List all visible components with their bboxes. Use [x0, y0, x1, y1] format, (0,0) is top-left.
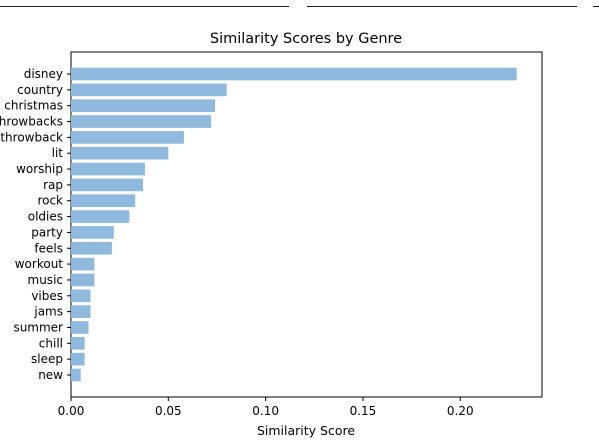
- top-border-segment: [0, 0, 289, 7]
- bar-rap: [71, 178, 144, 192]
- bar-throwbacks: [71, 115, 212, 128]
- bar-party: [71, 226, 114, 239]
- x-axis-label: Similarity Score: [257, 423, 355, 438]
- y-tick-label-worship: worship: [16, 162, 63, 176]
- y-tick-label-country: country: [17, 83, 63, 97]
- y-tick-label-throwbacks: throwbacks: [0, 115, 63, 129]
- y-tick-label-workout: workout: [15, 257, 64, 271]
- bar-oldies: [71, 210, 130, 223]
- y-tick-label-new: new: [38, 368, 63, 382]
- bars-group: [71, 67, 517, 382]
- x-tick-label: 0.05: [155, 404, 182, 418]
- bar-throwback: [71, 131, 184, 144]
- bar-country: [71, 83, 227, 97]
- x-tick-label: 0.10: [252, 404, 279, 418]
- y-tick-label-disney: disney: [24, 67, 63, 81]
- y-tick-label-christmas: christmas: [4, 99, 63, 113]
- x-axis-ticks: 0.00 0.05 0.10 0.15 0.20: [58, 397, 474, 418]
- y-tick-label-party: party: [31, 225, 63, 239]
- bar-feels: [71, 241, 112, 255]
- y-tick-label-rock: rock: [37, 194, 63, 208]
- y-tick-label-chill: chill: [39, 336, 63, 350]
- y-tick-label-summer: summer: [13, 320, 63, 334]
- bar-christmas: [71, 99, 216, 113]
- bar-disney: [71, 67, 517, 81]
- bar-workout: [71, 257, 95, 271]
- top-border-segment: [307, 0, 577, 7]
- top-border-segment: [593, 0, 599, 7]
- y-tick-label-vibes: vibes: [31, 289, 63, 303]
- bar-worship: [71, 162, 145, 176]
- y-axis-ticks: disney country christmas throwbacksthrowbac…: [0, 67, 71, 382]
- bar-music: [71, 273, 95, 287]
- bar-rock: [71, 194, 136, 208]
- x-tick-label: 0.00: [58, 404, 85, 418]
- bar-chill: [71, 336, 85, 350]
- bar-new: [71, 368, 81, 382]
- x-tick-label: 0.15: [350, 404, 377, 418]
- y-tick-label-music: music: [28, 273, 63, 287]
- x-tick-label: 0.20: [447, 404, 474, 418]
- chart-title: Similarity Scores by Genre: [210, 31, 402, 47]
- bar-summer: [71, 321, 89, 334]
- y-tick-label-oldies: oldies: [28, 210, 63, 224]
- bar-vibes: [71, 289, 91, 303]
- y-tick-label-feels: feels: [34, 241, 63, 255]
- bar-jams: [71, 305, 91, 318]
- plot-frame: [70, 51, 543, 398]
- bar-lit: [71, 146, 169, 160]
- y-tick-label-throwback: throwback: [0, 130, 63, 144]
- y-tick-label-jams: jams: [33, 305, 63, 319]
- y-tick-label-rap: rap: [43, 178, 63, 192]
- y-tick-label-sleep: sleep: [31, 352, 63, 366]
- bar-sleep: [71, 352, 85, 366]
- y-tick-label-lit: lit: [52, 146, 64, 160]
